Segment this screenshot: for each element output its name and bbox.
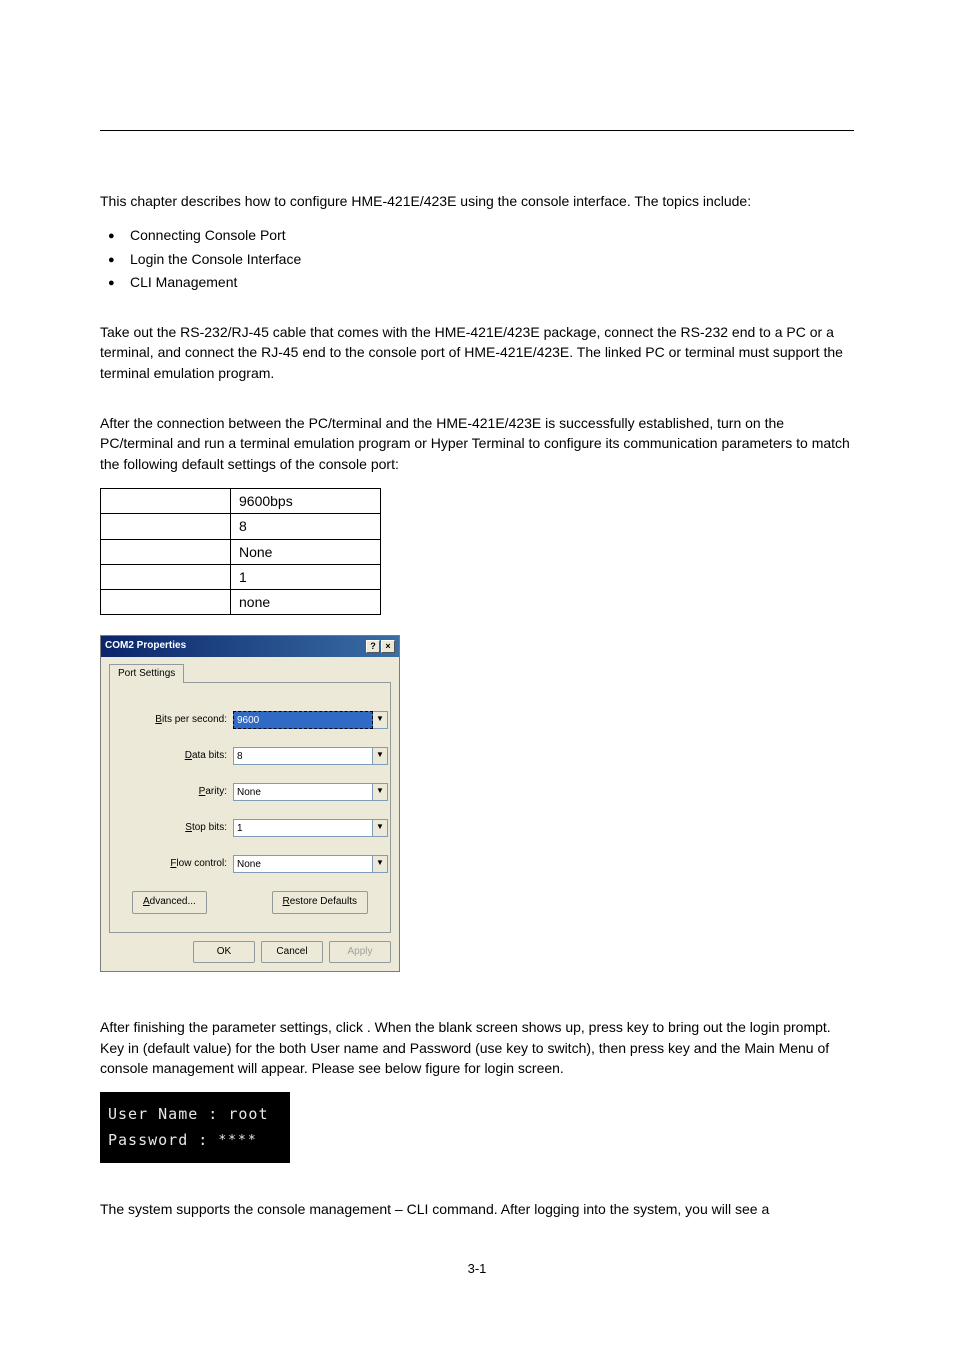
field-bits-per-second: Bits per second: ▼	[132, 711, 368, 729]
table-row: none	[101, 590, 381, 615]
stopbits-combo[interactable]: ▼	[233, 819, 388, 837]
login-terminal: User Name : root Password : ****	[100, 1092, 290, 1163]
field-data-bits: Data bits: ▼	[132, 747, 368, 765]
parity-label: Parity:	[132, 785, 227, 800]
databits-combo[interactable]: ▼	[233, 747, 388, 765]
flow-label: Flow control:	[132, 857, 227, 872]
chevron-down-icon[interactable]: ▼	[373, 819, 388, 837]
page-number: 3-1	[100, 1260, 854, 1279]
setting-value: none	[231, 590, 381, 615]
terminal-pass-label: Password :	[108, 1131, 208, 1149]
chevron-down-icon[interactable]: ▼	[373, 783, 388, 801]
terminal-user-label: User Name :	[108, 1105, 218, 1123]
cancel-button[interactable]: Cancel	[261, 941, 323, 964]
list-item: Connecting Console Port	[130, 225, 854, 245]
databits-label: Data bits:	[132, 749, 227, 764]
bps-input[interactable]	[233, 711, 373, 729]
chevron-down-icon[interactable]: ▼	[373, 711, 388, 729]
field-flow-control: Flow control: ▼	[132, 855, 368, 873]
after-settings-paragraph: After finishing the parameter settings, …	[100, 1017, 854, 1078]
table-row: None	[101, 539, 381, 564]
setting-value: 1	[231, 564, 381, 589]
apply-button[interactable]: Apply	[329, 941, 391, 964]
field-parity: Parity: ▼	[132, 783, 368, 801]
parity-input[interactable]	[233, 783, 373, 801]
advanced-button[interactable]: Advanced...	[132, 891, 207, 914]
table-row: 9600bps	[101, 488, 381, 513]
setting-value: None	[231, 539, 381, 564]
list-item: Login the Console Interface	[130, 249, 854, 269]
flow-combo[interactable]: ▼	[233, 855, 388, 873]
tab-panel: Bits per second: ▼ Data bits: ▼ Parity: …	[109, 682, 391, 933]
chevron-down-icon[interactable]: ▼	[373, 747, 388, 765]
dialog-button-row: OK Cancel Apply	[109, 941, 391, 964]
flow-input[interactable]	[233, 855, 373, 873]
terminal-user-value: root	[228, 1105, 268, 1123]
setting-value: 9600bps	[231, 488, 381, 513]
bps-combo[interactable]: ▼	[233, 711, 388, 729]
close-icon[interactable]: ×	[381, 640, 395, 653]
terminal-pass-line: Password : ****	[108, 1128, 282, 1154]
tab-port-settings[interactable]: Port Settings	[109, 664, 184, 684]
intro-paragraph: This chapter describes how to configure …	[100, 191, 854, 211]
panel-button-row: Advanced... Restore Defaults	[132, 891, 368, 914]
cli-paragraph: The system supports the console manageme…	[100, 1199, 854, 1219]
com-properties-dialog: COM2 Properties ? × Port Settings Bits p…	[100, 635, 400, 972]
parity-combo[interactable]: ▼	[233, 783, 388, 801]
field-stop-bits: Stop bits: ▼	[132, 819, 368, 837]
list-item: CLI Management	[130, 272, 854, 292]
table-row: 8	[101, 514, 381, 539]
bps-label: Bits per second:	[132, 713, 227, 728]
cable-paragraph: Take out the RS-232/RJ-45 cable that com…	[100, 322, 854, 383]
top-rule	[100, 130, 854, 131]
terminal-user-line: User Name : root	[108, 1102, 282, 1128]
chevron-down-icon[interactable]: ▼	[373, 855, 388, 873]
dialog-titlebar[interactable]: COM2 Properties ? ×	[101, 636, 399, 657]
setting-value: 8	[231, 514, 381, 539]
databits-input[interactable]	[233, 747, 373, 765]
console-settings-table: 9600bps 8 None 1 none	[100, 488, 381, 615]
table-row: 1	[101, 564, 381, 589]
help-icon[interactable]: ?	[366, 640, 380, 653]
ok-button[interactable]: OK	[193, 941, 255, 964]
restore-defaults-button[interactable]: Restore Defaults	[272, 891, 369, 914]
stopbits-label: Stop bits:	[132, 821, 227, 836]
dialog-body: Port Settings Bits per second: ▼ Data bi…	[101, 657, 399, 972]
dialog-title: COM2 Properties	[105, 639, 365, 654]
connection-paragraph: After the connection between the PC/term…	[100, 413, 854, 474]
topic-list: Connecting Console Port Login the Consol…	[100, 225, 854, 292]
terminal-pass-value: ****	[218, 1133, 257, 1148]
stopbits-input[interactable]	[233, 819, 373, 837]
